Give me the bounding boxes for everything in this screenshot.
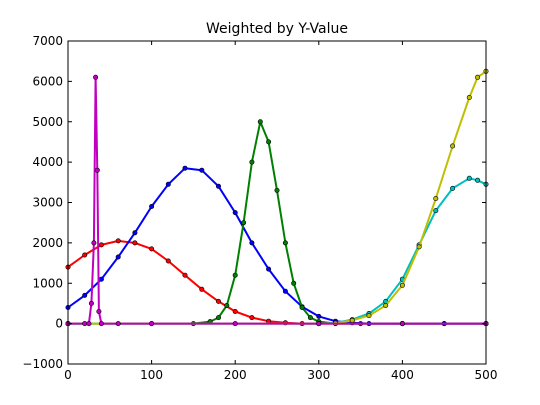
- series-6-point-2: [82, 321, 88, 327]
- series-6-point-12: [232, 321, 238, 327]
- series-5-point-6: [383, 302, 389, 308]
- y-tick-label-9: 7000: [32, 34, 63, 48]
- series-2-point-10: [216, 183, 222, 189]
- series-1-point-6: [149, 246, 155, 252]
- series-1-point-7: [165, 258, 171, 264]
- series-2-point-14: [282, 288, 288, 294]
- series-3-point-14: [291, 280, 297, 286]
- series-2-point-16: [316, 313, 322, 319]
- series-6-point-14: [399, 321, 405, 327]
- x-tick-label-4: 300: [307, 368, 330, 382]
- x-tick-label-2: 100: [140, 368, 163, 382]
- series-5-point-5: [366, 313, 372, 319]
- x-tick-label-3: 200: [224, 368, 247, 382]
- y-tick-label-5: 3000: [32, 196, 63, 210]
- series-3-point-6: [224, 302, 230, 308]
- series-3-point-9: [249, 159, 255, 165]
- y-tick-label-3: 1000: [32, 276, 63, 290]
- series-1-point-5: [132, 240, 138, 246]
- series-2-point-8: [182, 165, 188, 171]
- series-6-point-10: [115, 321, 121, 327]
- plot-background: [68, 41, 486, 364]
- series-2-point-5: [132, 230, 138, 236]
- series-4-point-10: [450, 185, 456, 191]
- series-2-point-2: [82, 292, 88, 298]
- series-5-point-4: [349, 317, 355, 323]
- x-tick-label-1: 0: [64, 368, 72, 382]
- series-2-point-4: [115, 254, 121, 260]
- series-6-point-5: [91, 240, 97, 246]
- series-6-point-6: [93, 74, 99, 80]
- series-3-point-15: [299, 304, 305, 310]
- series-1-point-8: [182, 272, 188, 278]
- series-5-point-8: [416, 244, 422, 250]
- series-4-point-9: [433, 208, 439, 214]
- series-3-point-11: [266, 139, 272, 145]
- series-2-point-13: [266, 266, 272, 272]
- series-1-point-12: [249, 315, 255, 321]
- series-6-point-7: [94, 167, 100, 173]
- series-1-point-10: [216, 298, 222, 304]
- series-5-point-12: [475, 74, 481, 80]
- x-tick-label-5: 400: [391, 368, 414, 382]
- series-3-point-10: [257, 119, 263, 125]
- series-1-point-4: [115, 238, 121, 244]
- ticks-layer: 0 100 200 300 400 500−10000100020003000400050…: [22, 34, 497, 382]
- chart-title: Weighted by Y-Value: [206, 21, 348, 37]
- y-tick-label-4: 2000: [32, 236, 63, 250]
- y-tick-label-1: −1000: [22, 357, 63, 371]
- series-5-point-11: [466, 95, 472, 101]
- series-3-point-16: [307, 315, 313, 321]
- series-6-point-3: [86, 321, 92, 327]
- series-3-point-12: [274, 187, 280, 193]
- y-tick-label-8: 6000: [32, 74, 63, 88]
- series-4-point-11: [466, 175, 472, 181]
- series-3-point-8: [241, 220, 247, 226]
- series-6-point-11: [149, 321, 155, 327]
- series-2-point-7: [165, 181, 171, 187]
- series-2-point-6: [149, 204, 155, 210]
- series-1-point-9: [199, 286, 205, 292]
- series-2-point-9: [199, 167, 205, 173]
- series-2-point-11: [232, 210, 238, 216]
- x-tick-label-6: 500: [475, 368, 498, 382]
- y-tick-label-7: 5000: [32, 115, 63, 129]
- series-5-point-10: [450, 143, 456, 149]
- series-3-point-7: [232, 272, 238, 278]
- series-5-point-7: [399, 282, 405, 288]
- series-6-point-13: [316, 321, 322, 327]
- series-1-point-11: [232, 308, 238, 314]
- series-3-point-13: [282, 240, 288, 246]
- series-1-point-3: [98, 242, 104, 248]
- series-2-point-3: [98, 276, 104, 282]
- series-3-point-5: [216, 315, 222, 321]
- series-6-point-9: [98, 321, 104, 327]
- plot-frame: [67, 40, 487, 365]
- y-tick-label-2: 0: [55, 317, 63, 331]
- y-tick-label-6: 4000: [32, 155, 63, 169]
- series-6-point-4: [88, 300, 94, 306]
- series-5-point-9: [433, 196, 439, 202]
- series-1-point-2: [82, 252, 88, 258]
- series-2-point-12: [249, 240, 255, 246]
- series-6-point-8: [96, 308, 102, 314]
- series-4-point-12: [475, 177, 481, 183]
- series-3: [65, 119, 489, 327]
- series-layer: [65, 68, 489, 327]
